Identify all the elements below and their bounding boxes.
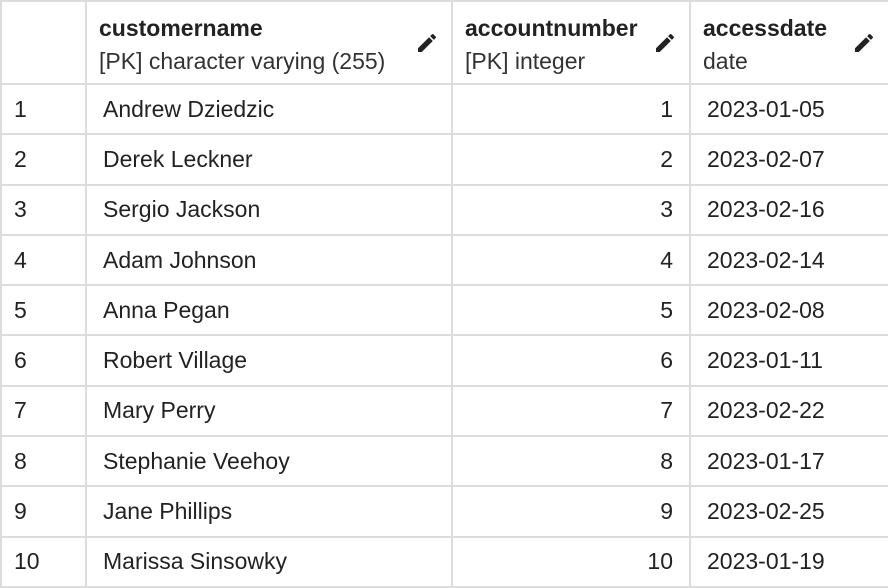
- cell-accessdate[interactable]: 2023-02-14: [689, 233, 888, 287]
- column-type: [PK] integer: [465, 48, 586, 74]
- cell-customername[interactable]: Sergio Jackson: [85, 183, 453, 236]
- cell-accountnumber[interactable]: 1: [451, 82, 691, 136]
- cell-customername[interactable]: Robert Village: [85, 334, 453, 387]
- header-row: customername [PK] character varying (255…: [0, 0, 888, 85]
- table-row[interactable]: 8 Stephanie Veehoy 8 2023-01-17: [0, 435, 888, 488]
- cell-accountnumber[interactable]: 8: [451, 435, 691, 488]
- column-header-accountnumber[interactable]: accountnumber [PK] integer: [451, 0, 691, 85]
- table-row[interactable]: 9 Jane Phillips 9 2023-02-25: [0, 485, 888, 538]
- cell-accountnumber[interactable]: 10: [451, 535, 691, 588]
- cell-accountnumber[interactable]: 4: [451, 233, 691, 287]
- row-number[interactable]: 3: [0, 183, 87, 236]
- row-number[interactable]: 1: [0, 82, 87, 136]
- cell-accountnumber[interactable]: 9: [451, 485, 691, 538]
- table-row[interactable]: 3 Sergio Jackson 3 2023-02-16: [0, 183, 888, 236]
- row-number[interactable]: 8: [0, 435, 87, 488]
- column-name: customername: [99, 15, 263, 41]
- table-row[interactable]: 7 Mary Perry 7 2023-02-22: [0, 384, 888, 438]
- cell-customername[interactable]: Stephanie Veehoy: [85, 435, 453, 488]
- table-row[interactable]: 6 Robert Village 6 2023-01-11: [0, 334, 888, 387]
- table-row[interactable]: 2 Derek Leckner 2 2023-02-07: [0, 133, 888, 186]
- cell-customername[interactable]: Anna Pegan: [85, 284, 453, 337]
- cell-customername[interactable]: Jane Phillips: [85, 485, 453, 538]
- row-number[interactable]: 6: [0, 334, 87, 387]
- column-header-customername[interactable]: customername [PK] character varying (255…: [85, 0, 453, 85]
- cell-accountnumber[interactable]: 5: [451, 284, 691, 337]
- table-row[interactable]: 4 Adam Johnson 4 2023-02-14: [0, 233, 888, 287]
- cell-accessdate[interactable]: 2023-02-22: [689, 384, 888, 438]
- row-number-header[interactable]: [0, 0, 87, 85]
- table-row[interactable]: 1 Andrew Dziedzic 1 2023-01-05: [0, 82, 888, 136]
- pencil-icon[interactable]: [415, 31, 439, 55]
- table-row[interactable]: 10 Marissa Sinsowky 10 2023-01-19: [0, 535, 888, 588]
- cell-accessdate[interactable]: 2023-01-05: [689, 82, 888, 136]
- cell-accountnumber[interactable]: 3: [451, 183, 691, 236]
- row-number[interactable]: 10: [0, 535, 87, 588]
- cell-customername[interactable]: Andrew Dziedzic: [85, 82, 453, 136]
- cell-accessdate[interactable]: 2023-02-07: [689, 133, 888, 186]
- row-number[interactable]: 9: [0, 485, 87, 538]
- table-row[interactable]: 5 Anna Pegan 5 2023-02-08: [0, 284, 888, 337]
- cell-accessdate[interactable]: 2023-01-11: [689, 334, 888, 387]
- cell-accountnumber[interactable]: 6: [451, 334, 691, 387]
- column-header-accessdate[interactable]: accessdate date: [689, 0, 888, 85]
- cell-customername[interactable]: Derek Leckner: [85, 133, 453, 186]
- cell-accountnumber[interactable]: 7: [451, 384, 691, 438]
- column-type: [PK] character varying (255): [99, 48, 386, 74]
- column-type: date: [703, 48, 748, 74]
- pencil-icon[interactable]: [653, 31, 677, 55]
- cell-customername[interactable]: Marissa Sinsowky: [85, 535, 453, 588]
- cell-customername[interactable]: Adam Johnson: [85, 233, 453, 287]
- column-name: accountnumber: [465, 15, 638, 41]
- cell-customername[interactable]: Mary Perry: [85, 384, 453, 438]
- cell-accessdate[interactable]: 2023-01-17: [689, 435, 888, 488]
- row-number[interactable]: 2: [0, 133, 87, 186]
- cell-accessdate[interactable]: 2023-02-16: [689, 183, 888, 236]
- pencil-icon[interactable]: [852, 31, 876, 55]
- cell-accountnumber[interactable]: 2: [451, 133, 691, 186]
- cell-accessdate[interactable]: 2023-01-19: [689, 535, 888, 588]
- row-number[interactable]: 4: [0, 233, 87, 287]
- row-number[interactable]: 7: [0, 384, 87, 438]
- cell-accessdate[interactable]: 2023-02-08: [689, 284, 888, 337]
- cell-accessdate[interactable]: 2023-02-25: [689, 485, 888, 538]
- row-number[interactable]: 5: [0, 284, 87, 337]
- column-name: accessdate: [703, 15, 828, 41]
